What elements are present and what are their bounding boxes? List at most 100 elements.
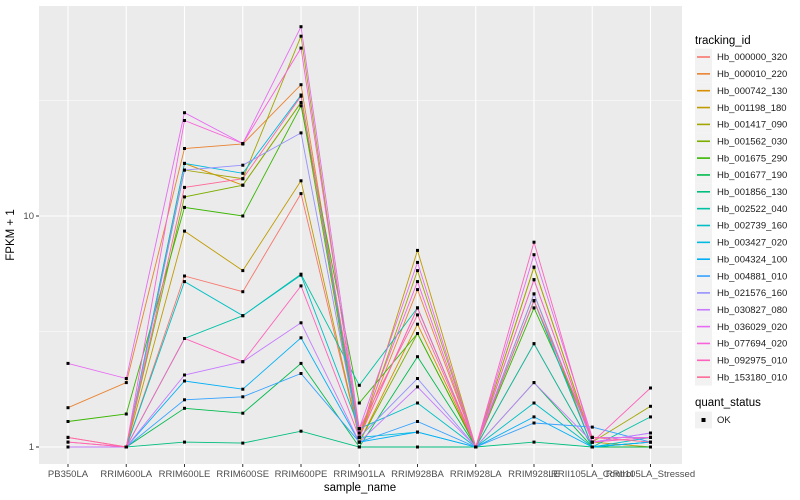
data-point xyxy=(241,171,245,175)
data-point xyxy=(183,119,186,122)
data-point xyxy=(241,163,245,167)
legend-label: Hb_003427_020 xyxy=(717,238,787,249)
legend-item: Hb_092975_010 xyxy=(695,351,787,369)
legend-label: Hb_004324_100 xyxy=(717,254,787,265)
data-point xyxy=(183,229,186,233)
data-point xyxy=(357,431,361,435)
legend-tracking-id: Hb_000000_320 Hb_000010_220 Hb_000742_130 H… xyxy=(695,48,787,386)
x-tick-label: RRIM928LE xyxy=(508,469,560,480)
data-point xyxy=(299,34,303,38)
data-point xyxy=(590,425,594,429)
legend-title-tracking-id: tracking_id xyxy=(695,35,751,47)
legend-item: Hb_000010_220 xyxy=(695,65,787,83)
data-point xyxy=(124,445,128,449)
data-point xyxy=(532,401,536,405)
legend-label: Hb_001417_090 xyxy=(717,120,787,131)
legend-item: Hb_001856_130 xyxy=(695,183,787,201)
data-point xyxy=(241,142,245,145)
legend-item-quant-ok: OK xyxy=(695,411,731,429)
data-point xyxy=(416,280,419,284)
legend-label: Hb_092975_010 xyxy=(717,356,787,367)
data-point xyxy=(299,179,303,183)
data-point xyxy=(183,185,186,189)
legend-label: Hb_002522_040 xyxy=(717,204,787,215)
data-point xyxy=(66,440,70,444)
legend-quant-status: OK xyxy=(695,411,731,429)
data-point xyxy=(183,379,186,383)
data-point xyxy=(183,280,186,284)
legend-label: Hb_001198_180 xyxy=(717,103,787,114)
data-point xyxy=(416,269,419,273)
data-point xyxy=(416,313,419,317)
legend-label: Hb_153180_010 xyxy=(717,372,787,383)
data-point xyxy=(649,440,652,444)
y-tick-label: 1 xyxy=(29,442,34,453)
data-point xyxy=(649,435,652,439)
data-point xyxy=(299,336,303,340)
data-point xyxy=(241,411,245,415)
legend-item: Hb_002522_040 xyxy=(695,200,787,218)
y-tick-label: 10 xyxy=(23,211,34,222)
data-point xyxy=(299,273,303,277)
data-point xyxy=(532,381,536,385)
data-point xyxy=(590,445,594,449)
data-point xyxy=(532,265,536,269)
data-point xyxy=(124,381,128,385)
data-point xyxy=(241,177,245,181)
data-point xyxy=(299,192,303,196)
data-point xyxy=(183,147,186,150)
legend-item: Hb_004324_100 xyxy=(695,250,787,268)
data-point xyxy=(299,104,303,108)
x-tick-label: RRIM600SE xyxy=(216,469,269,480)
data-point xyxy=(183,440,186,444)
data-point xyxy=(532,421,536,425)
data-point xyxy=(532,306,536,310)
legend-title-quant-status: quant_status xyxy=(695,397,761,409)
data-point xyxy=(357,427,361,431)
data-point xyxy=(357,383,361,387)
legend-label: Hb_000742_130 xyxy=(717,86,787,97)
x-tick-label: RRII105LA_Control xyxy=(551,469,633,480)
legend-label: Hb_001562_030 xyxy=(717,136,787,147)
data-point xyxy=(241,290,245,294)
data-point xyxy=(66,445,70,449)
data-point xyxy=(532,240,536,244)
legend-label: Hb_004881_010 xyxy=(717,271,787,282)
data-point xyxy=(183,398,186,402)
data-point xyxy=(532,415,536,419)
legend-item: Hb_000000_320 xyxy=(695,48,787,66)
data-point xyxy=(66,420,70,423)
data-point xyxy=(183,111,186,115)
data-point xyxy=(183,195,186,199)
legend-item: Hb_000742_130 xyxy=(695,82,787,100)
legend-item: Hb_030827_080 xyxy=(695,301,787,319)
data-point xyxy=(241,269,245,273)
data-point xyxy=(474,445,478,449)
data-point xyxy=(66,406,70,410)
data-point xyxy=(299,372,303,375)
x-tick-label: RRIM600LE xyxy=(159,469,211,480)
data-point xyxy=(649,415,652,419)
data-point xyxy=(241,395,245,399)
legend-label: OK xyxy=(717,415,731,426)
data-point xyxy=(357,435,361,439)
data-point xyxy=(416,445,419,449)
legend-item: Hb_002739_160 xyxy=(695,217,787,234)
data-point xyxy=(241,441,245,445)
data-point xyxy=(416,288,419,292)
data-point xyxy=(416,401,419,405)
data-point xyxy=(241,387,245,391)
data-point xyxy=(241,214,245,218)
data-point xyxy=(532,278,536,282)
legend-label: Hb_000000_320 xyxy=(717,52,787,63)
x-axis-title: sample_name xyxy=(324,482,396,494)
data-point xyxy=(299,101,303,104)
legend-item: Hb_003427_020 xyxy=(695,233,787,251)
data-point xyxy=(357,401,361,405)
data-point xyxy=(649,445,652,449)
legend-item: Hb_004881_010 xyxy=(695,267,787,285)
data-point xyxy=(124,377,128,380)
x-tick-label: RRIM600PE xyxy=(275,469,328,480)
data-point xyxy=(416,260,419,264)
